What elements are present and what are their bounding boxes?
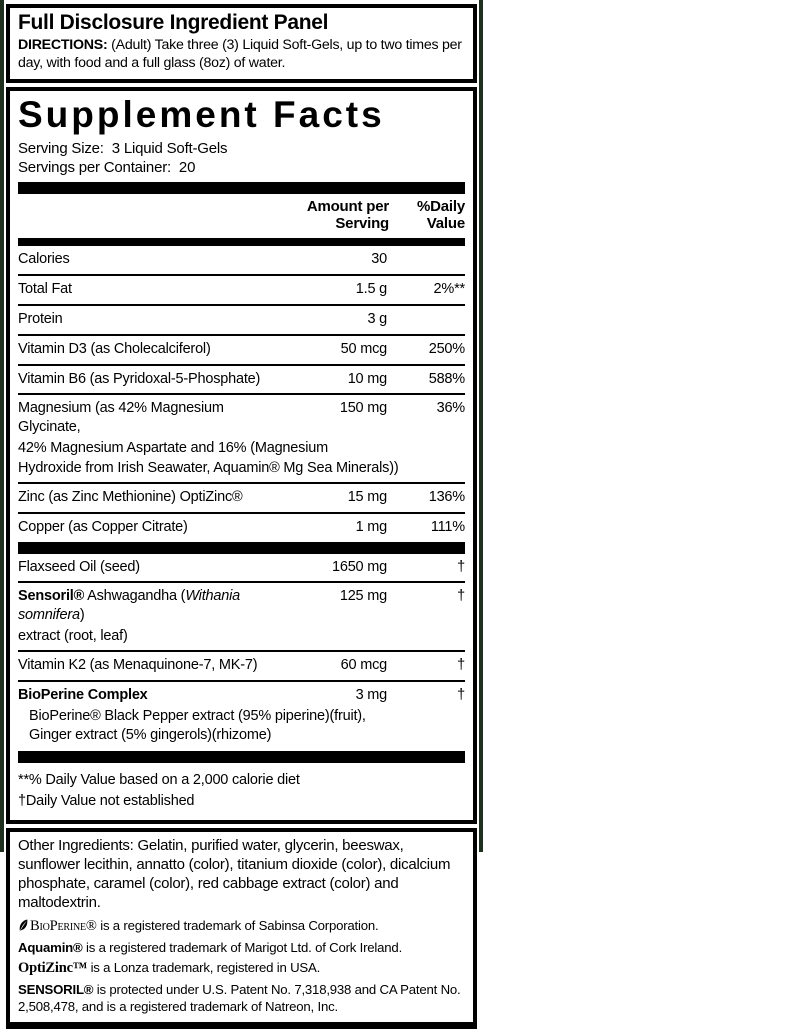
divider-thin bbox=[18, 363, 465, 366]
amount-per-serving-header: Amount per Serving bbox=[306, 197, 389, 232]
bioperine-trademark-line: BioPerine® is a registered trademark of … bbox=[18, 917, 465, 936]
supplement-facts-panel: Supplement Facts Serving Size: 3 Liquid … bbox=[6, 87, 477, 825]
bioperine-brand: BioPerine® bbox=[30, 918, 97, 935]
sensoril-brand: SENSORIL® bbox=[18, 982, 94, 998]
ingredient-label: Full Disclosure Ingredient Panel DIRECTI… bbox=[0, 0, 483, 1030]
servings-label: Servings per Container: bbox=[18, 158, 171, 176]
divider-thick bbox=[18, 751, 465, 764]
sensoril-trademark-line: SENSORIL® is protected under U.S. Patent… bbox=[18, 982, 461, 1015]
divider-thin bbox=[18, 649, 465, 652]
directions-body: (Adult) Take three (3) Liquid Soft-Gels,… bbox=[18, 37, 462, 72]
directions-label: DIRECTIONS: bbox=[18, 37, 108, 54]
divider-thick bbox=[18, 181, 465, 194]
table-row-calories: Calories 30 bbox=[18, 251, 387, 268]
divider-thin bbox=[18, 274, 465, 277]
optizinc-trademark-line: OptiZinc™ is a Lonza trademark, register… bbox=[18, 960, 321, 977]
table-row-zinc: Zinc (as Zinc Methionine) OptiZinc® 15 m… bbox=[18, 488, 465, 505]
supplement-facts-title: Supplement Facts bbox=[18, 94, 385, 136]
leaf-icon bbox=[19, 919, 28, 932]
table-row-copper: Copper (as Copper Citrate) 1 mg 111% bbox=[18, 518, 465, 535]
table-row-protein: Protein 3 g bbox=[18, 310, 387, 327]
divider-thick bbox=[18, 541, 465, 554]
aquamin-brand: Aquamin® bbox=[18, 940, 83, 956]
divider-thin bbox=[18, 581, 465, 584]
panel-title: Full Disclosure Ingredient Panel bbox=[18, 11, 329, 34]
daily-value-footnote: **% Daily Value based on a 2,000 calorie… bbox=[18, 772, 300, 810]
serving-size-label: Serving Size: bbox=[18, 140, 104, 158]
divider-thin bbox=[18, 511, 465, 514]
divider-thin bbox=[18, 393, 465, 396]
divider-medium bbox=[18, 238, 465, 247]
table-row-ashwagandha: Sensoril® Ashwagandha (Withania somnifer… bbox=[18, 588, 465, 645]
table-header: Amount per Serving %Daily Value bbox=[18, 194, 465, 239]
table-row-vitamin-k2: Vitamin K2 (as Menaquinone-7, MK-7) 60 m… bbox=[18, 656, 465, 673]
divider-thin bbox=[18, 303, 465, 306]
divider-thin bbox=[18, 333, 465, 336]
table-row-vitamin-b6: Vitamin B6 (as Pyridoxal-5-Phosphate) 10… bbox=[18, 370, 465, 387]
full-disclosure-panel: Full Disclosure Ingredient Panel DIRECTI… bbox=[6, 4, 477, 84]
table-row-bioperine-complex: BioPerine Complex 3 mg † BioPerine® Blac… bbox=[18, 686, 465, 744]
serving-size-line: Serving Size: 3 Liquid Soft-Gels bbox=[18, 140, 465, 159]
table-row-flaxseed-oil: Flaxseed Oil (seed) 1650 mg † bbox=[18, 558, 465, 575]
daily-value-header: %Daily Value bbox=[417, 197, 465, 232]
serving-size-value: 3 Liquid Soft-Gels bbox=[111, 140, 228, 158]
servings-value: 20 bbox=[178, 158, 196, 176]
other-ingredients-panel: Other Ingredients: Gelatin, purified wat… bbox=[6, 828, 477, 1030]
table-row-magnesium: Magnesium (as 42% Magnesium Glycinate, 1… bbox=[18, 400, 465, 476]
divider-thin bbox=[18, 481, 465, 484]
directions-text: DIRECTIONS: (Adult) Take three (3) Liqui… bbox=[18, 36, 465, 72]
optizinc-brand: OptiZinc™ bbox=[18, 960, 88, 977]
table-row-vitamin-d3: Vitamin D3 (as Cholecalciferol) 50 mcg 2… bbox=[18, 340, 465, 357]
table-row-total-fat: Total Fat 1.5 g 2%** bbox=[18, 281, 465, 298]
servings-per-container-line: Servings per Container: 20 bbox=[18, 159, 465, 178]
other-ingredients-text: Other Ingredients: Gelatin, purified wat… bbox=[18, 837, 451, 911]
divider-thin bbox=[18, 679, 465, 682]
aquamin-trademark-line: Aquamin® is a registered trademark of Ma… bbox=[18, 940, 403, 956]
